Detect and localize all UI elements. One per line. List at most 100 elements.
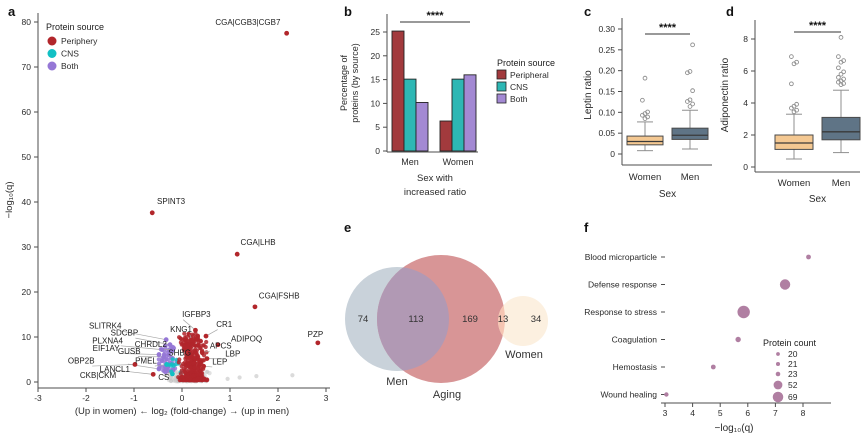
- svg-text:Both: Both: [61, 61, 79, 71]
- svg-text:LANCL1: LANCL1: [100, 365, 131, 374]
- svg-text:Men: Men: [401, 157, 419, 167]
- svg-text:Defense response: Defense response: [588, 280, 657, 290]
- svg-text:KNG1: KNG1: [170, 325, 192, 334]
- svg-text:SDCBP: SDCBP: [111, 329, 139, 338]
- svg-text:Women: Women: [778, 178, 811, 189]
- svg-text:IGFBP3: IGFBP3: [182, 310, 211, 319]
- svg-text:proteins (by source): proteins (by source): [350, 43, 360, 123]
- svg-text:-1: -1: [130, 393, 138, 403]
- outlier: [841, 69, 846, 75]
- svg-text:0.10: 0.10: [598, 107, 615, 117]
- periphery-legend-dot: [47, 36, 57, 46]
- svg-text:GUSB: GUSB: [118, 347, 141, 356]
- panel-label-b: b: [344, 4, 352, 19]
- svg-text:-2: -2: [82, 393, 90, 403]
- outlier: [838, 35, 844, 40]
- axis-labels: Sex with increased ratio Percentage of prot…: [340, 43, 466, 198]
- svg-text:Men: Men: [681, 172, 699, 183]
- panel-label-a: a: [8, 4, 16, 19]
- svg-text:PLXNA4: PLXNA4: [92, 336, 123, 345]
- dot-hemostasis: [710, 364, 716, 370]
- svg-text:20: 20: [371, 51, 381, 61]
- significance: ****: [645, 22, 690, 35]
- svg-text:Both: Both: [510, 94, 528, 104]
- svg-text:40: 40: [22, 197, 32, 207]
- svg-text:0: 0: [375, 146, 380, 156]
- svg-text:60: 60: [22, 107, 32, 117]
- outlier: [685, 70, 690, 76]
- svg-text:7: 7: [773, 408, 778, 418]
- outlier: [841, 58, 846, 63]
- svg-text:LBP: LBP: [225, 349, 240, 358]
- dot-defense-response: [779, 279, 791, 290]
- svg-text:****: ****: [659, 22, 677, 34]
- outlier: [836, 79, 841, 85]
- women-circle: [498, 296, 548, 346]
- svg-text:169: 169: [462, 314, 478, 325]
- panel-label-f: f: [584, 220, 589, 235]
- outlier: [645, 109, 650, 115]
- outlier: [645, 114, 650, 120]
- svg-text:30: 30: [22, 242, 32, 252]
- leptin-boxplot-svg: 0 0.05 0.10 0.15 0.20 0.25 0.30 Women Men **** Sex…: [583, 18, 712, 200]
- bars: Men Women: [391, 30, 477, 167]
- svg-text:SLITRK4: SLITRK4: [89, 321, 122, 330]
- svg-text:Protein source: Protein source: [497, 58, 555, 68]
- axis-labels: Sex Leptin ratio: [583, 70, 676, 200]
- svg-text:Response to stress: Response to stress: [584, 307, 657, 317]
- venn-diagram-svg: 74 113 169 13 34 Men Aging Women: [345, 255, 548, 401]
- legend-size-dot: [775, 361, 781, 367]
- svg-text:6: 6: [745, 408, 750, 418]
- svg-text:Leptin ratio: Leptin ratio: [583, 70, 594, 120]
- dots: Blood microparticle Defense response Respo…: [584, 252, 811, 400]
- box-women: Women: [626, 75, 664, 183]
- svg-text:10: 10: [22, 332, 32, 342]
- svg-text:0.05: 0.05: [598, 128, 615, 138]
- svg-text:increased ratio: increased ratio: [404, 187, 466, 198]
- svg-text:CKB|CKM: CKB|CKM: [80, 371, 117, 380]
- significance: ****: [400, 10, 470, 23]
- svg-text:****: ****: [809, 20, 827, 32]
- svg-text:Aging: Aging: [433, 389, 461, 401]
- outlier: [836, 54, 841, 59]
- outlier: [841, 81, 846, 86]
- svg-text:20: 20: [788, 349, 798, 359]
- venn-counts: 74 113 169 13 34: [358, 314, 542, 325]
- adiponectin-boxplot-svg: 0 2 4 6 8 Women Men **** Sex Adiponectin ratio: [720, 20, 861, 205]
- venn-labels: Men Aging Women: [386, 349, 543, 401]
- panel-label-d: d: [726, 4, 734, 19]
- svg-text:0.15: 0.15: [598, 86, 615, 96]
- svg-text:6: 6: [743, 66, 748, 76]
- svg-text:Women: Women: [505, 349, 543, 361]
- svg-text:(Up in women) ← log₂ (fold-cha: (Up in women) ← log₂ (fold-change) → (up…: [75, 406, 289, 417]
- svg-text:SHBG: SHBG: [168, 348, 191, 357]
- svg-text:20: 20: [22, 287, 32, 297]
- svg-text:CGA|CGB3|CGB7: CGA|CGB3|CGB7: [215, 18, 281, 27]
- panel-e-venn-diagram: 74 113 169 13 34 Men Aging Women: [340, 215, 578, 435]
- svg-text:52: 52: [788, 380, 798, 390]
- svg-text:2: 2: [276, 393, 281, 403]
- dot-plot-svg: 3 4 5 6 7 8 −log₁₀(q) Blood microparticle Defens…: [584, 252, 831, 434]
- outlier: [794, 59, 799, 65]
- svg-text:Coagulation: Coagulation: [612, 335, 658, 345]
- svg-text:3: 3: [663, 408, 668, 418]
- box-men: Men: [671, 42, 709, 183]
- outlier: [690, 88, 695, 94]
- svg-text:Sex: Sex: [809, 194, 826, 205]
- svg-text:34: 34: [531, 314, 542, 325]
- significance: ****: [794, 20, 841, 33]
- outlier: [836, 75, 841, 80]
- svg-text:Protein count: Protein count: [763, 338, 817, 348]
- point-labels: CGA|CGB3|CGB7 SPINT3 CGA|LHB CGA|FSHB IGFBP3…: [68, 18, 323, 382]
- svg-text:****: ****: [426, 10, 444, 22]
- axes: 0 2 4 6 8: [743, 20, 860, 173]
- svg-text:Women: Women: [629, 172, 662, 183]
- outlier: [794, 107, 799, 113]
- axis-labels: Sex Adiponectin ratio: [720, 57, 826, 205]
- panel-label-e: e: [344, 220, 352, 235]
- panel-label-c: c: [584, 4, 592, 19]
- svg-text:69: 69: [788, 392, 798, 402]
